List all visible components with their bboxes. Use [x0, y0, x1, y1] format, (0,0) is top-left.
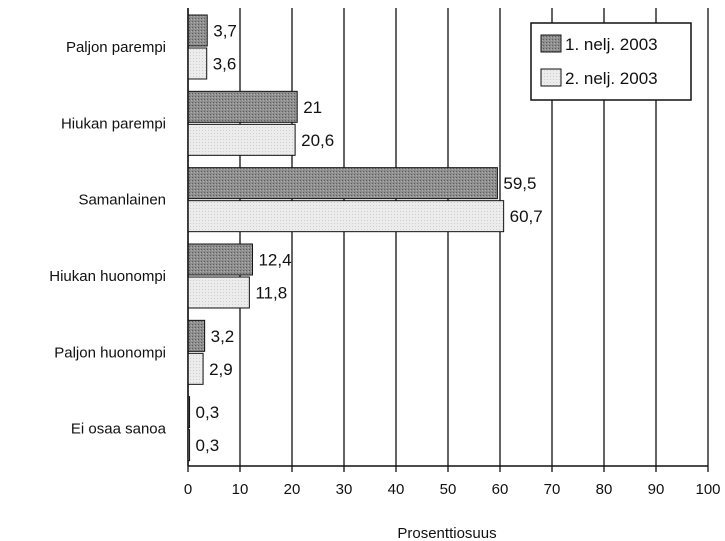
- bar: [187, 276, 250, 309]
- bar: [187, 123, 296, 156]
- legend: 1. nelj. 2003 2. nelj. 2003: [530, 22, 692, 101]
- x-tick-label: 20: [284, 481, 301, 498]
- bar: [187, 352, 204, 385]
- bar: [187, 47, 208, 80]
- category-label: Hiukan parempi: [61, 115, 166, 132]
- bar: [187, 167, 498, 200]
- legend-swatch-series-1: [540, 34, 562, 53]
- x-tick-label: 50: [440, 481, 457, 498]
- bar: [187, 243, 253, 276]
- bar-value-label: 11,8: [255, 284, 287, 303]
- bar-value-label: 60,7: [510, 207, 543, 226]
- bar-value-label: 12,4: [258, 251, 291, 270]
- x-axis-title: Prosenttiosuus: [397, 525, 496, 541]
- bar-value-label: 59,5: [503, 174, 536, 193]
- gridlines: [187, 8, 709, 466]
- category-labels: Paljon parempi Hiukan parempi Samanlainen H…: [49, 39, 166, 438]
- value-labels: 3,7 3,6 21 20,6 59,5 60,7 12,4 11,8 3,2 2,9 0,3 0,3: [196, 22, 543, 456]
- x-tick-label: 0: [184, 481, 192, 498]
- bar: [187, 90, 298, 123]
- bars: [187, 14, 505, 462]
- x-tick-label: 30: [336, 481, 353, 498]
- x-tick-label: 90: [648, 481, 665, 498]
- x-axis: 0 10 20 30 40 50 60 70 80 90 100: [184, 8, 721, 498]
- bar-value-label: 3,2: [211, 327, 235, 346]
- x-tick-label: 80: [596, 481, 613, 498]
- bar: [187, 319, 206, 352]
- bar-value-label: 0,3: [196, 436, 220, 455]
- category-label: Samanlainen: [78, 192, 166, 209]
- bar-value-label: 21: [303, 98, 322, 117]
- bar-value-label: 3,6: [213, 55, 237, 74]
- bar-value-label: 3,7: [213, 22, 237, 41]
- bar-value-label: 0,3: [196, 403, 220, 422]
- category-label: Ei osaa sanoa: [71, 421, 167, 438]
- bar: [187, 200, 505, 233]
- legend-label-series-1: 1. nelj. 2003: [565, 35, 658, 54]
- x-tick-label: 40: [388, 481, 405, 498]
- x-tick-label: 100: [695, 481, 720, 498]
- category-label: Hiukan huonompi: [49, 268, 166, 285]
- category-label: Paljon huonompi: [54, 344, 166, 361]
- bar: [187, 14, 208, 47]
- x-tick-label: 70: [544, 481, 561, 498]
- bar-value-label: 2,9: [209, 360, 233, 379]
- x-tick-label: 10: [232, 481, 249, 498]
- bar-value-label: 20,6: [301, 131, 334, 150]
- legend-swatch-series-2: [540, 68, 562, 87]
- x-tick-label: 60: [492, 481, 509, 498]
- legend-label-series-2: 2. nelj. 2003: [565, 69, 658, 88]
- category-label: Paljon parempi: [66, 39, 166, 56]
